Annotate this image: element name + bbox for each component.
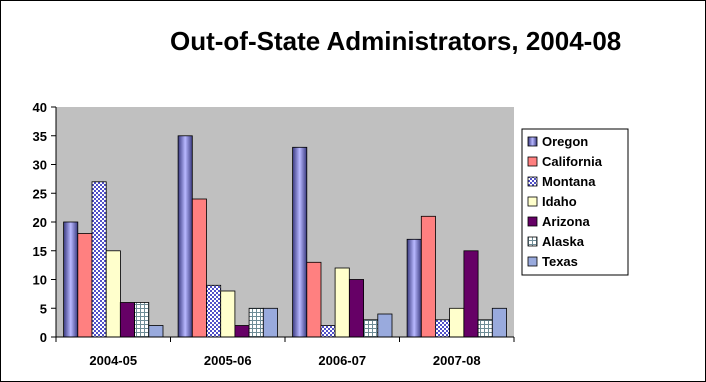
legend-swatch-texas xyxy=(527,256,538,267)
bar-texas-2006-07 xyxy=(377,313,393,338)
bar-idaho-2005-06 xyxy=(220,290,236,338)
bar-arizona-2004-05 xyxy=(119,302,135,338)
axes: 0 5 10 15 20 25 30 35 40 2004-05 2005-06 2006-07 200… xyxy=(33,100,515,368)
plot-area xyxy=(56,107,514,338)
y-tick-label: 30 xyxy=(33,158,47,173)
bar-oregon-2004-05 xyxy=(63,221,79,338)
bar-california-2007-08 xyxy=(420,215,436,338)
y-tick-label: 25 xyxy=(33,186,47,201)
legend-label-idaho: Idaho xyxy=(542,194,577,209)
y-tick-label: 10 xyxy=(33,273,47,288)
legend-swatch-oregon xyxy=(527,136,538,147)
bar-texas-2004-05 xyxy=(148,325,164,338)
bar-idaho-2006-07 xyxy=(334,267,350,338)
bar-oregon-2007-08 xyxy=(406,238,422,338)
bar-montana-2004-05 xyxy=(91,181,107,338)
bar-idaho-2004-05 xyxy=(105,250,121,338)
bar-alaska-2007-08 xyxy=(477,319,493,338)
bar-california-2006-07 xyxy=(306,261,322,338)
chart-title: Out-of-State Administrators, 2004-08 xyxy=(170,26,622,56)
bar-montana-2007-08 xyxy=(434,319,450,338)
x-category-label: 2005-06 xyxy=(204,353,252,368)
bar-alaska-2006-07 xyxy=(363,319,379,338)
legend-label-california: California xyxy=(542,154,603,169)
bar-california-2005-06 xyxy=(191,198,207,338)
legend-swatch-montana xyxy=(527,176,538,187)
x-category-label: 2006-07 xyxy=(318,353,366,368)
legend: Oregon California Montana Idaho Arizona Alask… xyxy=(521,128,629,276)
y-tick-label: 35 xyxy=(33,129,47,144)
legend-label-alaska: Alaska xyxy=(542,234,585,249)
plot-background xyxy=(56,107,514,337)
bar-texas-2005-06 xyxy=(262,307,278,338)
bar-oregon-2005-06 xyxy=(177,135,193,338)
y-tick-label: 15 xyxy=(33,244,47,259)
y-tick-label: 5 xyxy=(40,301,47,316)
y-tick-label: 40 xyxy=(33,100,47,115)
bar-montana-2005-06 xyxy=(206,284,222,338)
bar-arizona-2007-08 xyxy=(463,250,479,338)
bar-oregon-2006-07 xyxy=(292,146,308,338)
legend-swatch-arizona xyxy=(527,216,538,227)
bar-arizona-2005-06 xyxy=(234,325,250,338)
legend-label-arizona: Arizona xyxy=(542,214,590,229)
x-category-label: 2004-05 xyxy=(89,353,137,368)
legend-swatch-alaska xyxy=(527,236,538,247)
bar-montana-2006-07 xyxy=(320,325,336,338)
x-category-label: 2007-08 xyxy=(433,353,481,368)
legend-label-texas: Texas xyxy=(542,254,578,269)
bar-idaho-2007-08 xyxy=(449,307,465,338)
bar-alaska-2005-06 xyxy=(248,307,264,338)
bar-california-2004-05 xyxy=(77,233,93,338)
y-tick-label: 0 xyxy=(40,330,47,345)
bar-texas-2007-08 xyxy=(491,307,507,338)
legend-swatch-california xyxy=(527,156,538,167)
legend-label-montana: Montana xyxy=(542,174,596,189)
y-tick-label: 20 xyxy=(33,215,47,230)
bar-arizona-2006-07 xyxy=(348,279,364,338)
legend-box xyxy=(521,128,629,276)
legend-label-oregon: Oregon xyxy=(542,134,588,149)
bar-alaska-2004-05 xyxy=(134,302,150,338)
legend-swatch-idaho xyxy=(527,196,538,207)
